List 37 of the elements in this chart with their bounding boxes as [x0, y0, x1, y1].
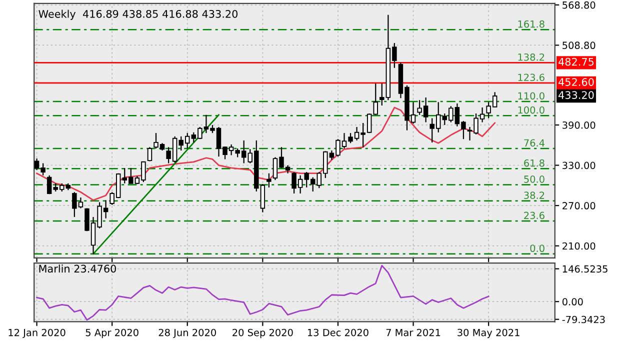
annotation: 110.0 — [518, 92, 544, 100]
y-tick-label: 0.00 — [562, 298, 583, 306]
line-series — [36, 106, 496, 201]
annotation: 100.0 — [518, 106, 544, 114]
x-tick-label: 12 Jan 2020 — [8, 328, 66, 338]
candlestick — [147, 146, 152, 162]
candlestick — [373, 82, 378, 116]
y-tick-label: 508.80 — [562, 42, 596, 50]
annotation: 123.6 — [518, 74, 544, 82]
chart-title: Marlin 23.4760 — [39, 264, 116, 273]
annotation: 161.8 — [518, 20, 544, 28]
x-tick-label: 7 Mar 2021 — [386, 328, 440, 336]
x-tick-label: 5 Apr 2020 — [86, 328, 138, 338]
annotation: 76.4 — [524, 139, 544, 147]
x-tick-label: 20 Sep 2020 — [232, 328, 293, 338]
text: Weekly 416.89 438.85 416.88 433.20 — [38, 10, 238, 20]
y-tick-label: 390.00 — [562, 121, 596, 129]
annotation: 50.0 — [524, 176, 544, 183]
y-tick-label: 146.5235 — [562, 265, 608, 273]
y-tick-label: 330.00 — [562, 162, 596, 170]
candlestick — [266, 172, 272, 188]
annotation: 38.2 — [524, 192, 544, 199]
x-tick-label: 28 Jun 2020 — [158, 328, 216, 338]
ref-line-label: 452.60 — [558, 78, 594, 86]
annotation: 138.2 — [518, 53, 544, 61]
y-tick-label: 270.00 — [562, 202, 596, 210]
text: 433.20 — [558, 91, 594, 99]
annotation: 61.8 — [524, 159, 544, 167]
annotation: 0.0 — [530, 244, 544, 252]
x-tick-label: 13 Dec 2020 — [308, 328, 368, 336]
annotation: 23.6 — [524, 212, 544, 220]
y-tick-label: 568.80 — [562, 1, 596, 9]
ref-line-label: 482.75 — [558, 58, 594, 66]
y-tick-label: -79.3423 — [562, 316, 605, 324]
y-tick-label: 210.00 — [562, 242, 596, 250]
line-series — [36, 264, 490, 321]
x-tick-label: 30 May 2021 — [458, 328, 520, 338]
